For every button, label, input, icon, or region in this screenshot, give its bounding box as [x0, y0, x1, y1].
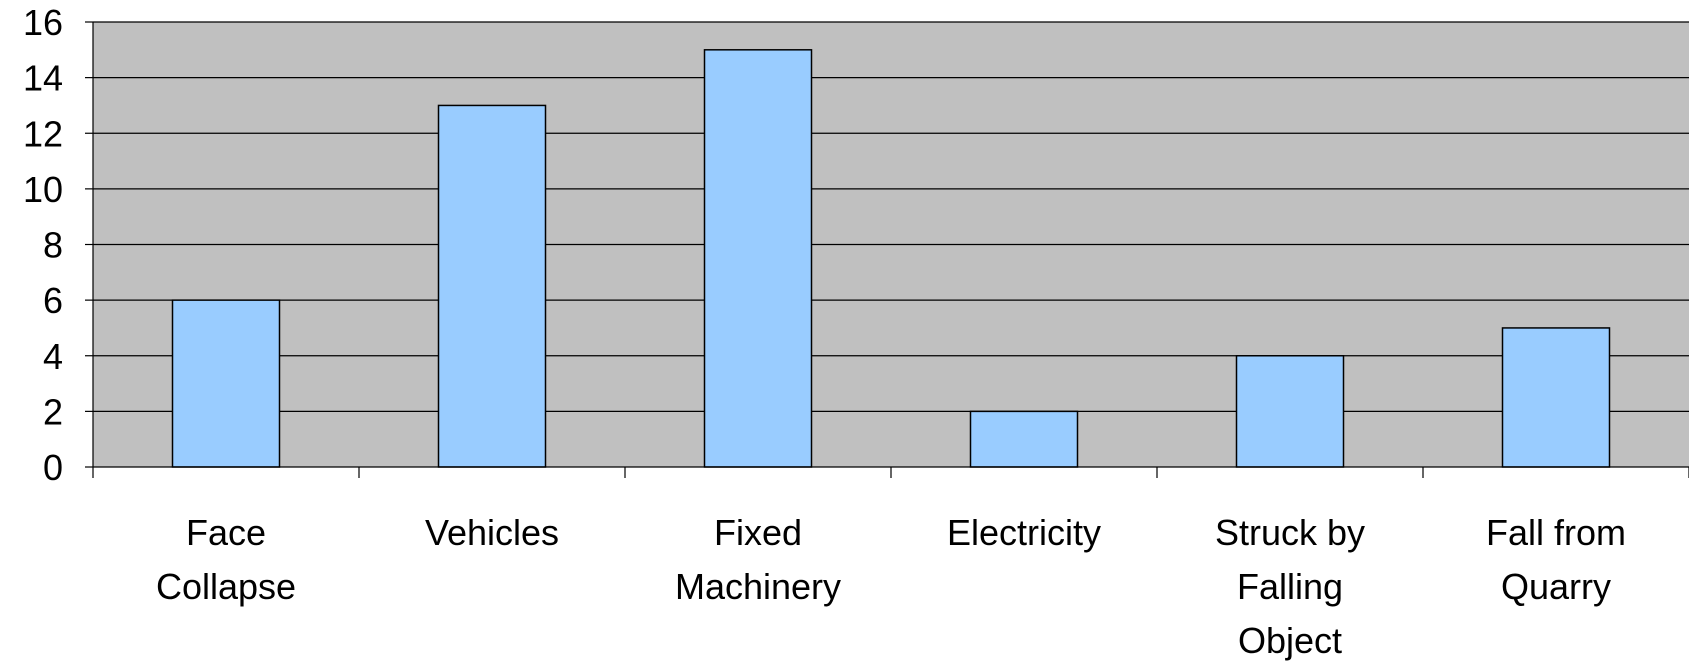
x-category-label: Vehicles	[425, 512, 559, 553]
y-tick-label: 14	[23, 58, 63, 99]
bar	[437, 104, 547, 468]
bars	[171, 49, 1611, 468]
axes	[85, 21, 1689, 478]
labels: 0 2 4 6 8 10 12 14 16 Face Collapse Vehicles Fixed Ma…	[23, 2, 1626, 661]
x-category-label: Fixed Machinery	[675, 512, 841, 607]
x-category-label: Struck by Falling Object	[1215, 512, 1365, 661]
bar	[1501, 327, 1611, 468]
bar	[1235, 355, 1345, 468]
x-category-label: Fall from Quarry	[1486, 512, 1626, 607]
y-tick-label: 6	[43, 280, 63, 321]
gridlines	[93, 21, 1689, 412]
x-category-label: Face Collapse	[156, 512, 296, 607]
bar	[969, 410, 1079, 468]
y-tick-label: 16	[23, 2, 63, 43]
y-tick-label: 8	[43, 225, 63, 266]
y-tick-label: 10	[23, 169, 63, 210]
bar	[703, 49, 813, 468]
bar	[171, 299, 281, 468]
y-tick-label: 12	[23, 113, 63, 154]
y-tick-label: 0	[43, 447, 63, 488]
y-tick-label: 2	[43, 391, 63, 432]
x-category-label: Electricity	[947, 512, 1101, 553]
y-tick-label: 4	[43, 336, 63, 377]
